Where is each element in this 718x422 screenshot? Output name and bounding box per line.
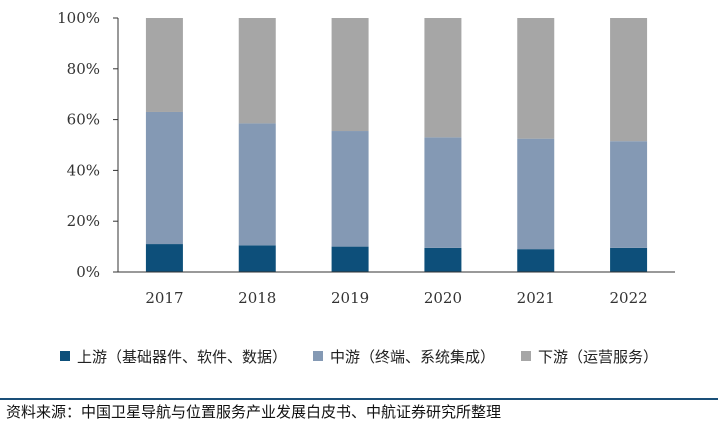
x-tick-label: 2019 (331, 289, 369, 307)
legend-item-downstream: 下游（运营服务） (521, 346, 658, 367)
legend-swatch-upstream (59, 351, 70, 361)
bar-segment (331, 246, 369, 272)
bar-segment (238, 123, 276, 246)
bar-segment (610, 141, 648, 248)
bar-segment (145, 111, 183, 245)
x-axis: 2017 2018 2019 2020 2021 2022 (118, 271, 675, 307)
y-tick-label: 60% (67, 111, 100, 129)
legend-item-midstream: 中游（终端、系统集成） (312, 346, 495, 367)
bar-segment (424, 18, 462, 138)
legend-label-upstream: 上游（基础器件、软件、数据） (76, 347, 287, 366)
legend-swatch-midstream (312, 351, 323, 361)
x-tick-label: 2020 (424, 289, 462, 307)
bar-segment (238, 18, 276, 124)
x-tick-label: 2021 (517, 289, 555, 307)
legend-label-midstream: 中游（终端、系统集成） (329, 347, 495, 366)
bar-segment (331, 131, 369, 247)
legend-label-downstream: 下游（运营服务） (538, 347, 659, 366)
bar-segment (331, 18, 369, 132)
bar-segment (145, 244, 183, 272)
y-tick-label: 40% (67, 161, 100, 179)
bar-segment (238, 245, 276, 272)
x-tick-label: 2022 (609, 289, 647, 307)
y-tick-label: 0% (76, 263, 100, 281)
x-tick-label: 2018 (238, 289, 276, 307)
y-tick-label: 80% (67, 60, 100, 78)
x-tick-label: 2017 (145, 289, 183, 307)
legend-item-upstream: 上游（基础器件、软件、数据） (59, 346, 287, 367)
source-divider (0, 398, 718, 400)
y-tick-label: 20% (67, 212, 100, 230)
bar-segment (517, 138, 555, 250)
bar-segment (424, 137, 462, 248)
y-tick-label: 100% (57, 9, 100, 27)
legend-swatch-downstream (521, 351, 531, 361)
bar-segment (610, 247, 648, 272)
legend: 上游（基础器件、软件、数据） 中游（终端、系统集成） 下游（运营服务） (0, 345, 718, 367)
stacked-bar-chart: 0%20%40%60%80%100% 2017 2018 2019 2020 2021 2… (57, 9, 675, 307)
bar-segment (517, 18, 555, 139)
bars (145, 18, 648, 272)
source-note: 资料来源：中国卫星导航与位置服务产业发展白皮书、中航证券研究所整理 (6, 403, 502, 421)
y-axis: 0% 20% 40% 60% 80% 100% (57, 9, 119, 281)
bar-segment (517, 249, 555, 272)
bar-segment (145, 18, 183, 112)
bar-segment (610, 18, 648, 142)
bar-segment (424, 247, 462, 272)
